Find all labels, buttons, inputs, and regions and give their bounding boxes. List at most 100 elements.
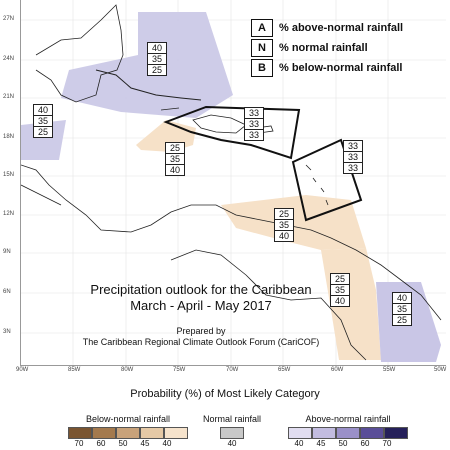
scale-normal: Normal rainfall 40 — [203, 414, 261, 448]
prob-below: 40 — [275, 230, 293, 241]
prob-above: 25 — [334, 274, 345, 284]
legend-text-above: % above-normal rainfall — [279, 22, 404, 34]
region-greater-antilles — [163, 105, 301, 160]
below-scale-swatch — [164, 427, 188, 439]
prob-above: 33 — [248, 108, 259, 118]
map-title-line1: Precipitation outlook for the Caribbean — [90, 282, 312, 297]
prob-box-jamaica: 25 35 40 — [165, 142, 185, 176]
below-scale-swatch — [92, 427, 116, 439]
lon-tick-label: 65W — [278, 367, 291, 373]
prob-below: 25 — [148, 64, 166, 75]
prob-box-greater-antilles: 33 33 33 — [244, 107, 264, 141]
legend-key-a: A — [251, 19, 273, 37]
lon-tick-label: 50W — [434, 367, 447, 373]
legend-row-below: B % below-normal rainfall — [251, 58, 436, 78]
lon-tick-label: 85W — [68, 367, 81, 373]
below-scale-tick: 60 — [96, 439, 106, 448]
above-scale-swatch — [360, 427, 384, 439]
prob-normal: 33 — [344, 151, 362, 162]
above-scale-swatch — [288, 427, 312, 439]
prepared-by: Prepared by — [176, 326, 226, 336]
prob-box-gulf-bahamas: 40 35 25 — [147, 42, 167, 76]
lon-tick-label: 60W — [331, 367, 344, 373]
above-scale-tick: 45 — [316, 439, 326, 448]
legend-row-above: A % above-normal rainfall — [251, 18, 436, 38]
scale-below-label: Below-normal rainfall — [85, 414, 171, 424]
prob-above: 25 — [169, 143, 180, 153]
prob-box-south-caribbean: 25 35 40 — [274, 208, 294, 242]
prob-box-suriname-fg: 40 35 25 — [392, 292, 412, 326]
below-scale-swatch — [140, 427, 164, 439]
prob-above: 40 — [151, 43, 162, 53]
normal-scale-tick: 40 — [227, 439, 237, 448]
scale-above: Above-normal rainfall 40 45 50 60 70 — [288, 414, 408, 448]
above-scale-tick: 60 — [360, 439, 370, 448]
normal-scale-swatch — [220, 427, 245, 439]
prob-box-central-america-east: 40 35 25 — [33, 104, 53, 138]
above-scale-swatch — [384, 427, 408, 439]
lat-tick-label: 6N — [3, 289, 11, 295]
map-credit: Prepared by The Caribbean Regional Clima… — [51, 326, 351, 348]
prob-normal: 35 — [34, 115, 52, 126]
below-scale-tick: 45 — [140, 439, 150, 448]
prob-above: 40 — [396, 293, 407, 303]
prob-normal: 35 — [275, 219, 293, 230]
above-scale-tick: 50 — [338, 439, 348, 448]
above-scale-tick: 70 — [382, 439, 392, 448]
lat-tick-label: 15N — [3, 172, 15, 178]
prob-normal: 33 — [245, 118, 263, 129]
region-central-america-east — [21, 120, 66, 160]
prob-below: 40 — [331, 295, 349, 306]
region-lesser-antilles — [291, 138, 363, 222]
lon-tick-label: 70W — [226, 367, 239, 373]
forum-name: The Caribbean Regional Climate Outlook F… — [82, 337, 320, 347]
legend-key-n: N — [251, 39, 273, 57]
legend-text-normal: % normal rainfall — [279, 42, 368, 54]
prob-below: 33 — [245, 129, 263, 140]
lat-tick-label: 21N — [3, 94, 15, 100]
prob-box-lesser-antilles: 33 33 33 — [343, 140, 363, 174]
lon-tick-label: 55W — [383, 367, 396, 373]
legend-key-b: B — [251, 59, 273, 77]
scale-above-label: Above-normal rainfall — [305, 414, 391, 424]
coastlines — [21, 4, 442, 361]
map-title: Precipitation outlook for the Caribbean … — [71, 282, 331, 314]
prob-normal: 35 — [331, 284, 349, 295]
lat-tick-label: 27N — [3, 16, 15, 22]
prob-below: 40 — [166, 164, 184, 175]
prob-below: 25 — [393, 314, 411, 325]
prob-above: 40 — [37, 105, 48, 115]
above-scale-tick: 40 — [294, 439, 304, 448]
scale-title: Probability (%) of Most Likely Category — [130, 388, 320, 400]
legend-row-normal: N % normal rainfall — [251, 38, 436, 58]
below-scale-tick: 70 — [74, 439, 84, 448]
below-scale-tick: 40 — [162, 439, 172, 448]
below-scale-swatch — [116, 427, 140, 439]
below-scale-tick: 50 — [118, 439, 128, 448]
map-panel: A % above-normal rainfall N % normal rai… — [3, 0, 446, 373]
scale-normal-label: Normal rainfall — [203, 414, 262, 424]
lat-tick-label: 3N — [3, 329, 11, 335]
scale-below: Below-normal rainfall 70 60 50 45 40 — [68, 414, 188, 448]
lat-tick-label: 12N — [3, 211, 15, 217]
lat-tick-label: 18N — [3, 134, 15, 140]
lon-tick-label: 75W — [173, 367, 186, 373]
prob-box-guyana: 25 35 40 — [330, 273, 350, 307]
legend: A % above-normal rainfall N % normal rai… — [251, 18, 436, 78]
lat-tick-label: 9N — [3, 249, 11, 255]
prob-normal: 35 — [166, 153, 184, 164]
prob-above: 25 — [278, 209, 289, 219]
prob-normal: 35 — [148, 53, 166, 64]
below-scale-swatch — [68, 427, 92, 439]
prob-below: 25 — [34, 126, 52, 137]
lat-tick-label: 24N — [3, 56, 15, 62]
above-scale-swatch — [336, 427, 360, 439]
map-title-line2: March - April - May 2017 — [130, 298, 272, 313]
above-scale-swatch — [312, 427, 336, 439]
prob-normal: 35 — [393, 303, 411, 314]
lon-tick-label: 90W — [16, 367, 29, 373]
prob-below: 33 — [344, 162, 362, 173]
legend-text-below: % below-normal rainfall — [279, 62, 403, 74]
lon-tick-label: 80W — [121, 367, 134, 373]
prob-above: 33 — [347, 141, 358, 151]
